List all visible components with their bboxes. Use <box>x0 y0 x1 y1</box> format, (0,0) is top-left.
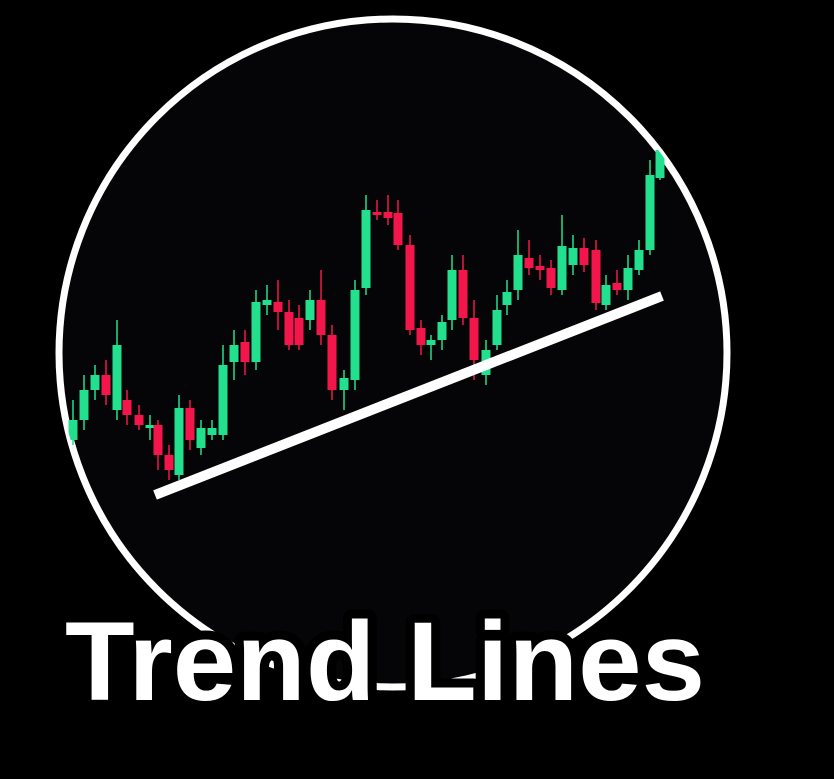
candle-body <box>174 408 184 475</box>
candle-body <box>383 212 393 218</box>
candle-body <box>164 455 174 470</box>
candle-body <box>350 290 360 380</box>
candle-body <box>416 328 426 345</box>
candle-body <box>294 318 304 345</box>
candle-body <box>339 378 349 390</box>
candle-body <box>546 268 556 288</box>
candle-body <box>655 150 665 178</box>
candle-body <box>469 318 479 360</box>
candle-body <box>327 335 337 390</box>
candle-body <box>101 375 111 395</box>
candle-body <box>185 408 195 440</box>
candle-body <box>426 340 436 345</box>
candle-body <box>372 212 382 215</box>
candle-body <box>284 312 294 345</box>
candle-body <box>513 255 523 290</box>
candle-body <box>218 365 228 435</box>
candle-body <box>579 248 589 265</box>
candle-body <box>68 420 78 440</box>
circle-frame <box>55 15 731 691</box>
candle-body <box>458 270 468 318</box>
candle-body <box>502 292 512 305</box>
candle-body <box>90 375 100 390</box>
candle-body <box>361 210 371 288</box>
candle-body <box>79 390 89 420</box>
candle-body <box>623 268 633 290</box>
candle-body <box>492 310 502 345</box>
candle-body <box>447 270 457 320</box>
candle-body <box>196 428 206 448</box>
candle-body <box>229 345 239 362</box>
candle-body <box>557 246 567 290</box>
candle-body <box>112 345 122 410</box>
candle-body <box>535 266 545 270</box>
candle-body <box>393 213 403 245</box>
candle-body <box>273 302 283 312</box>
candle-body <box>251 302 261 362</box>
candle-body <box>153 425 163 455</box>
candle-body <box>134 415 144 425</box>
candle-body <box>601 285 611 305</box>
candle-body <box>207 428 217 435</box>
candle-body <box>612 283 622 290</box>
candle-body <box>405 245 415 330</box>
candle-body <box>145 425 155 428</box>
candle-body <box>437 322 447 340</box>
candle-body <box>524 258 534 268</box>
candle-body <box>591 250 601 303</box>
trend-line <box>153 291 664 500</box>
candle-body <box>568 248 578 265</box>
candle-body <box>645 175 655 250</box>
candle-body <box>305 300 315 320</box>
candle-body <box>316 300 326 335</box>
title: Trend Lines <box>65 599 705 724</box>
candle-body <box>634 250 644 270</box>
candle-body <box>240 342 250 362</box>
candle-body <box>262 300 272 305</box>
candle-body <box>122 400 132 415</box>
candlestick-illustration <box>68 140 665 480</box>
